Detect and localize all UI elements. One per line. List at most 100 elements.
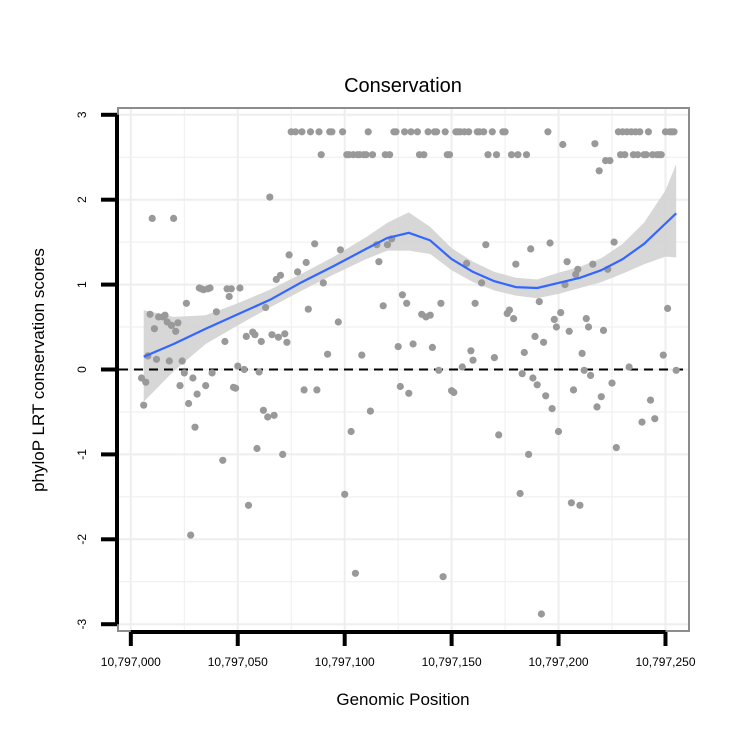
data-point bbox=[469, 356, 477, 364]
data-point bbox=[535, 298, 543, 306]
data-point bbox=[174, 319, 182, 327]
y-tick-label: -2 bbox=[75, 534, 89, 545]
data-point bbox=[328, 128, 336, 136]
data-point bbox=[646, 396, 655, 404]
data-point bbox=[554, 427, 563, 436]
data-point bbox=[420, 151, 428, 159]
data-point bbox=[244, 501, 253, 509]
y-tick-label: -3 bbox=[75, 619, 89, 630]
data-point bbox=[595, 167, 603, 175]
data-point bbox=[625, 363, 633, 371]
data-point bbox=[537, 610, 546, 618]
data-point bbox=[283, 338, 291, 346]
data-point bbox=[176, 382, 184, 390]
data-point bbox=[313, 386, 321, 394]
data-point bbox=[527, 245, 535, 253]
data-point bbox=[383, 241, 392, 249]
data-point bbox=[270, 411, 278, 419]
data-point bbox=[542, 392, 550, 400]
data-point bbox=[584, 323, 593, 331]
data-point bbox=[512, 260, 520, 268]
x-tick-label: 10,797,250 bbox=[635, 655, 695, 669]
data-point bbox=[664, 304, 672, 312]
data-point bbox=[608, 379, 616, 387]
data-point bbox=[507, 151, 516, 159]
data-point bbox=[161, 311, 169, 319]
data-point bbox=[304, 305, 312, 313]
data-point bbox=[610, 238, 618, 246]
data-point bbox=[445, 151, 454, 159]
data-point bbox=[433, 128, 441, 136]
data-point bbox=[552, 323, 561, 331]
data-point bbox=[672, 366, 680, 374]
data-point bbox=[621, 151, 629, 159]
data-point bbox=[670, 128, 678, 136]
data-point bbox=[480, 128, 488, 136]
data-point bbox=[651, 415, 659, 423]
data-point bbox=[612, 444, 620, 452]
data-point bbox=[578, 349, 586, 357]
data-point bbox=[172, 327, 180, 335]
data-point bbox=[505, 306, 513, 314]
confidence-band-layer bbox=[143, 164, 677, 402]
data-point bbox=[336, 246, 344, 254]
data-point bbox=[401, 128, 409, 136]
data-point bbox=[516, 489, 524, 498]
data-point bbox=[591, 140, 599, 148]
data-point bbox=[522, 151, 531, 159]
data-point bbox=[599, 326, 608, 334]
data-point bbox=[225, 292, 233, 301]
data-point bbox=[232, 384, 240, 392]
data-point bbox=[567, 499, 576, 507]
data-point bbox=[339, 128, 347, 136]
data-point bbox=[148, 214, 156, 222]
data-point bbox=[458, 363, 466, 371]
data-point bbox=[471, 299, 479, 307]
scatter-points-layer bbox=[137, 128, 680, 618]
y-tick-label: 2 bbox=[75, 196, 89, 203]
data-point bbox=[324, 350, 332, 358]
data-point bbox=[413, 128, 421, 136]
data-point bbox=[264, 413, 272, 421]
data-point bbox=[206, 284, 214, 292]
data-point bbox=[185, 399, 193, 408]
data-point bbox=[259, 406, 267, 414]
data-point bbox=[386, 151, 394, 159]
x-tick-label: 10,797,050 bbox=[208, 655, 268, 669]
data-point bbox=[509, 315, 518, 323]
data-point bbox=[563, 258, 571, 266]
data-point bbox=[587, 371, 595, 379]
data-point bbox=[285, 251, 293, 259]
data-point bbox=[488, 128, 496, 136]
y-tick-label: 0 bbox=[75, 366, 89, 373]
data-point bbox=[236, 284, 244, 292]
data-point bbox=[533, 381, 541, 389]
data-point bbox=[582, 315, 590, 323]
data-point bbox=[392, 128, 400, 136]
data-point bbox=[426, 311, 434, 319]
data-point bbox=[557, 309, 565, 317]
data-point bbox=[202, 382, 210, 390]
data-point bbox=[334, 318, 342, 326]
data-point bbox=[364, 128, 372, 136]
data-point bbox=[424, 128, 432, 136]
data-point bbox=[467, 347, 475, 355]
data-point bbox=[520, 348, 528, 357]
smooth-line bbox=[143, 212, 677, 358]
data-point bbox=[482, 241, 490, 249]
data-point bbox=[478, 279, 486, 287]
data-point bbox=[593, 403, 601, 411]
data-point bbox=[465, 128, 473, 136]
data-point bbox=[279, 450, 287, 458]
data-point bbox=[636, 128, 644, 136]
grid-lines bbox=[119, 109, 688, 630]
data-point bbox=[311, 240, 319, 248]
data-point bbox=[495, 431, 503, 439]
data-point bbox=[569, 386, 578, 394]
data-point bbox=[428, 343, 436, 351]
data-point bbox=[409, 340, 417, 348]
data-point bbox=[319, 279, 327, 287]
data-point bbox=[276, 271, 285, 279]
data-point bbox=[394, 343, 402, 351]
data-point bbox=[274, 333, 282, 341]
